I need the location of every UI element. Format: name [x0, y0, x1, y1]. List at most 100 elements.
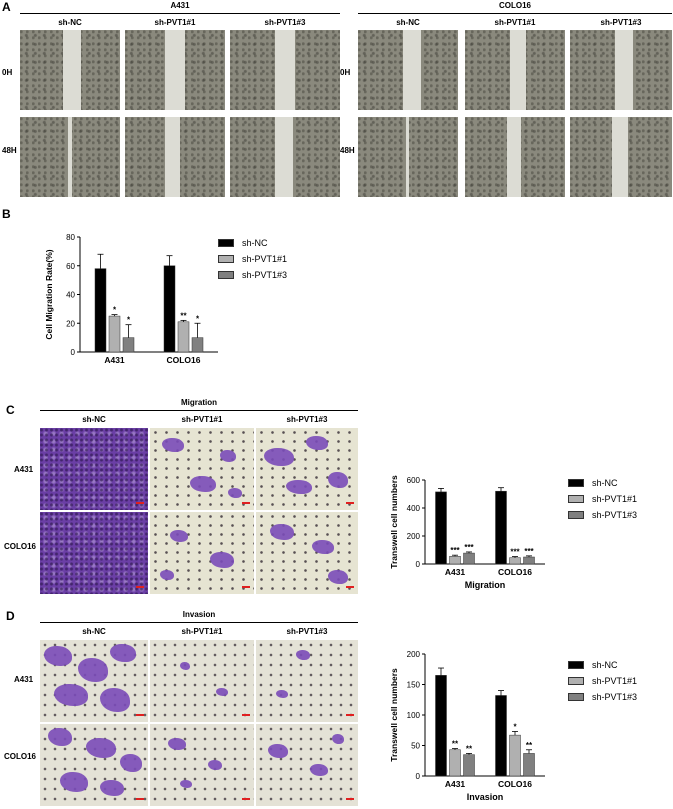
wound-image	[20, 117, 120, 197]
bar	[191, 337, 204, 353]
header-rule	[40, 410, 358, 411]
significance-label: *	[113, 306, 117, 315]
legend-swatch	[568, 479, 584, 487]
legend-swatch	[218, 239, 234, 247]
legend-swatch	[218, 271, 234, 279]
legend-swatch	[568, 495, 584, 503]
bar	[449, 556, 461, 565]
wound-image	[230, 117, 340, 197]
bar	[523, 753, 535, 777]
significance-label: ***	[510, 548, 520, 557]
row-label: COLO16	[4, 542, 37, 551]
header-rule	[20, 13, 340, 14]
significance-label: *	[196, 314, 200, 323]
y-tick-label: 40	[66, 291, 75, 300]
legend-item: sh-PVT1#1	[218, 254, 287, 264]
row-label: A431	[14, 465, 34, 474]
significance-label: ***	[524, 547, 534, 556]
cellline-header-colo16: COLO16	[498, 1, 531, 10]
y-tick-label: 400	[407, 504, 421, 513]
panel-label-b: B	[2, 207, 11, 221]
y-axis-label: Cell Migration Rate(%)	[44, 249, 54, 339]
group-header: sh-PVT1#1	[181, 415, 223, 424]
legend-item: sh-PVT1#1	[568, 494, 637, 504]
panel-label-d: D	[6, 609, 15, 623]
legend-item: sh-NC	[218, 238, 268, 248]
transwell-image	[256, 724, 358, 806]
transwell-image	[256, 428, 358, 510]
bar	[94, 268, 107, 353]
bar	[122, 337, 135, 353]
y-tick-label: 0	[416, 560, 421, 569]
y-tick-label: 200	[407, 650, 421, 659]
group-header: sh-NC	[82, 415, 106, 424]
header-rule	[358, 13, 672, 14]
row-label: A431	[14, 675, 34, 684]
bar	[177, 321, 190, 353]
x-tick-label: COLO16	[498, 567, 532, 577]
bar	[108, 315, 121, 353]
legend-item: sh-PVT1#3	[568, 510, 637, 520]
significance-label: ***	[464, 543, 474, 552]
timepoint-label: 0H	[2, 68, 13, 77]
bar	[509, 734, 521, 777]
bar	[463, 754, 475, 777]
group-header: sh-NC	[58, 18, 82, 27]
bar	[163, 265, 176, 353]
wound-image	[125, 117, 225, 197]
bar	[495, 695, 507, 777]
group-header: sh-PVT1#3	[600, 18, 642, 27]
significance-label: **	[180, 311, 187, 320]
y-tick-label: 50	[411, 742, 420, 751]
y-tick-label: 600	[407, 476, 421, 485]
legend-swatch	[218, 255, 234, 263]
y-tick-label: 60	[66, 262, 75, 271]
wound-image	[570, 117, 672, 197]
legend-swatch	[568, 511, 584, 519]
timepoint-label: 0H	[340, 68, 351, 77]
legend-swatch	[568, 677, 584, 685]
transwell-image	[40, 724, 148, 806]
significance-label: **	[452, 740, 459, 749]
y-axis-label: Transwell cell numbers	[389, 668, 399, 762]
significance-label: **	[466, 744, 473, 753]
y-tick-label: 200	[407, 532, 421, 541]
transwell-image	[40, 428, 148, 510]
y-tick-label: 80	[66, 233, 75, 242]
legend-item: sh-PVT1#1	[568, 676, 637, 686]
group-header: sh-PVT1#3	[286, 415, 328, 424]
wound-image	[230, 30, 340, 110]
legend-item: sh-PVT1#3	[218, 270, 287, 280]
panel-label-a: A	[2, 0, 11, 14]
x-axis-label: Migration	[465, 580, 506, 590]
bar	[523, 556, 535, 565]
bar	[435, 675, 447, 777]
group-header: sh-PVT1#3	[264, 18, 306, 27]
migration-transwell-chart: 0 200 400 600 Transwell cell numbers *** *** A4…	[389, 475, 545, 590]
bar	[495, 490, 507, 565]
x-tick-label: COLO16	[498, 779, 532, 789]
significance-label: **	[526, 741, 533, 750]
group-header: sh-PVT1#1	[154, 18, 196, 27]
y-axis-label: Transwell cell numbers	[389, 475, 399, 569]
wound-image	[358, 117, 458, 197]
transwell-image	[40, 640, 148, 722]
bar	[435, 491, 447, 565]
wound-image	[465, 117, 565, 197]
significance-label: ***	[450, 546, 460, 555]
wound-image	[465, 30, 565, 110]
significance-label: *	[127, 316, 131, 325]
group-header: sh-PVT1#3	[286, 627, 328, 636]
bar	[449, 749, 461, 777]
timepoint-label: 48H	[340, 146, 355, 155]
legend-swatch	[568, 693, 584, 701]
significance-label: *	[513, 722, 517, 731]
x-axis-label: Invasion	[467, 792, 504, 802]
transwell-image	[40, 512, 148, 594]
wound-image	[125, 30, 225, 110]
transwell-image	[150, 428, 254, 510]
x-tick-label: A431	[104, 355, 125, 365]
panel-label-c: C	[6, 403, 15, 417]
legend-swatch	[568, 661, 584, 669]
